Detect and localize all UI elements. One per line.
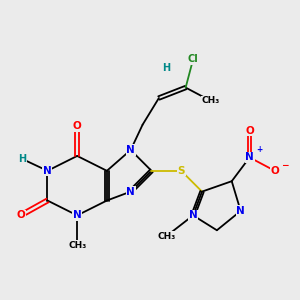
Text: +: + (256, 145, 262, 154)
Text: CH₃: CH₃ (202, 97, 220, 106)
Text: N: N (189, 210, 197, 220)
Text: Cl: Cl (188, 54, 199, 64)
Text: −: − (281, 161, 289, 170)
Text: N: N (126, 145, 135, 155)
Text: O: O (73, 121, 82, 131)
Text: O: O (245, 126, 254, 136)
Text: H: H (18, 154, 26, 164)
Text: CH₃: CH₃ (157, 232, 176, 241)
Text: O: O (16, 210, 25, 220)
Text: N: N (43, 166, 52, 176)
Text: N: N (236, 206, 245, 216)
Text: H: H (162, 63, 170, 73)
Text: S: S (178, 166, 185, 176)
Text: N: N (126, 187, 135, 196)
Text: CH₃: CH₃ (68, 241, 86, 250)
Text: N: N (245, 152, 254, 162)
Text: N: N (73, 210, 82, 220)
Text: O: O (271, 166, 279, 176)
